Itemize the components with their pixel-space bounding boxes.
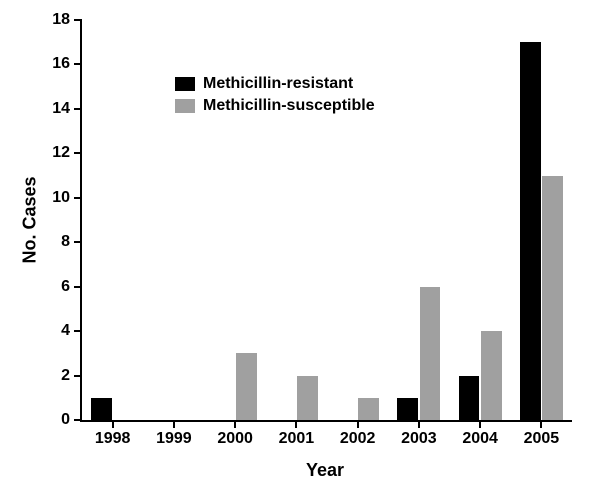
bar-susceptible bbox=[420, 287, 441, 420]
legend-item: Methicillin-resistant bbox=[175, 75, 375, 93]
bar-resistant bbox=[397, 398, 418, 420]
y-tick-label: 10 bbox=[52, 189, 82, 207]
y-tick-label: 8 bbox=[61, 233, 82, 251]
x-tick-label: 1998 bbox=[95, 420, 131, 448]
bar-resistant bbox=[91, 398, 112, 420]
y-axis-label: No. Cases bbox=[20, 176, 41, 263]
x-axis-label: Year bbox=[306, 460, 344, 481]
y-tick-label: 0 bbox=[61, 411, 82, 429]
legend-label: Methicillin-susceptible bbox=[203, 97, 375, 115]
y-tick-label: 14 bbox=[52, 100, 82, 118]
x-tick-label: 2004 bbox=[462, 420, 498, 448]
bar-susceptible bbox=[481, 331, 502, 420]
x-tick-label: 2005 bbox=[524, 420, 560, 448]
y-tick-label: 12 bbox=[52, 144, 82, 162]
bar-chart: 0 2 4 6 8 10 12 14 16 18 1998 1999 2000 2001 2002 2003 2… bbox=[0, 0, 600, 500]
bar-resistant bbox=[459, 376, 480, 420]
legend-swatch bbox=[175, 99, 195, 113]
x-tick-label: 2001 bbox=[279, 420, 315, 448]
bar-susceptible bbox=[358, 398, 379, 420]
y-tick-label: 16 bbox=[52, 55, 82, 73]
bar-susceptible bbox=[236, 353, 257, 420]
legend-swatch bbox=[175, 77, 195, 91]
y-tick-label: 18 bbox=[52, 11, 82, 29]
y-tick-label: 4 bbox=[61, 322, 82, 340]
bar-susceptible bbox=[297, 376, 318, 420]
y-tick-label: 6 bbox=[61, 278, 82, 296]
legend-item: Methicillin-susceptible bbox=[175, 97, 375, 115]
x-tick-label: 2003 bbox=[401, 420, 437, 448]
bar-resistant bbox=[520, 42, 541, 420]
legend: Methicillin-resistant Methicillin-suscept… bbox=[175, 75, 375, 119]
x-tick-label: 2002 bbox=[340, 420, 376, 448]
y-tick-label: 2 bbox=[61, 367, 82, 385]
x-tick-label: 1999 bbox=[156, 420, 192, 448]
x-tick-label: 2000 bbox=[217, 420, 253, 448]
bar-susceptible bbox=[542, 176, 563, 420]
legend-label: Methicillin-resistant bbox=[203, 75, 353, 93]
